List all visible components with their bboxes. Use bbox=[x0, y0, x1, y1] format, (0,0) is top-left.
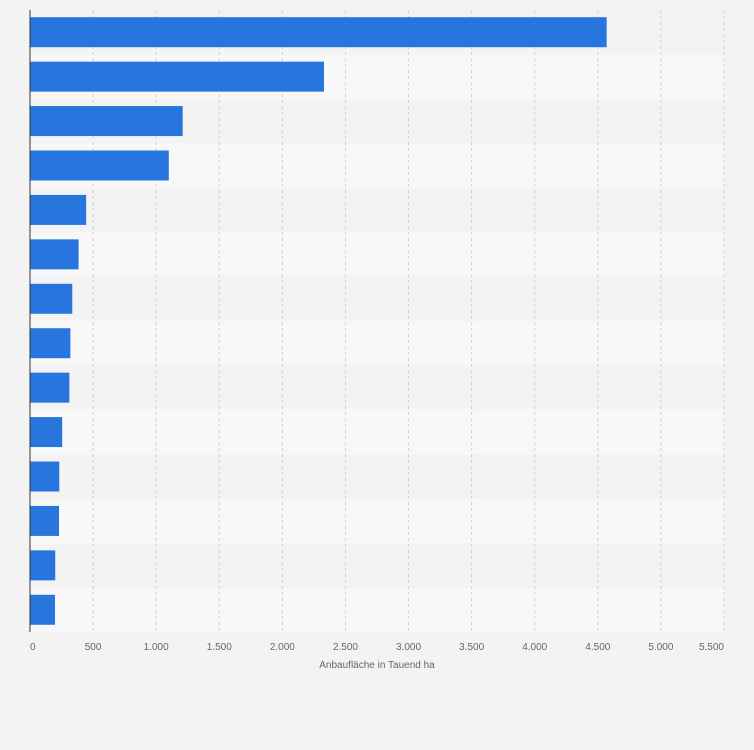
x-tick-label: 4.000 bbox=[522, 642, 547, 653]
x-tick-label: 5.000 bbox=[648, 642, 673, 653]
bar[interactable] bbox=[30, 372, 70, 403]
row-band bbox=[30, 365, 724, 410]
x-tick-labels: 0 500 1.000 1.500 2.000 2.500 3.000 3.500 4.000 4… bbox=[30, 642, 724, 653]
x-axis-title: Anbaufläche in Tauend ha bbox=[319, 660, 435, 671]
row-band bbox=[30, 543, 724, 588]
row-bands bbox=[30, 10, 724, 632]
bar[interactable] bbox=[30, 461, 60, 492]
row-band bbox=[30, 454, 724, 499]
bar[interactable] bbox=[30, 61, 325, 92]
x-tick-label: 4.500 bbox=[585, 642, 610, 653]
bar[interactable] bbox=[30, 194, 87, 225]
bar[interactable] bbox=[30, 150, 169, 181]
x-tick-label: 5.500 bbox=[699, 642, 724, 653]
row-band bbox=[30, 187, 724, 233]
bar[interactable] bbox=[30, 17, 607, 48]
row-band bbox=[30, 232, 724, 277]
x-tick-label: 2.500 bbox=[333, 642, 358, 653]
row-band bbox=[30, 498, 724, 544]
x-tick-label: 1.500 bbox=[207, 642, 232, 653]
row-band bbox=[30, 587, 724, 632]
x-tick-label: 500 bbox=[85, 642, 102, 653]
bar[interactable] bbox=[30, 594, 55, 625]
bar[interactable] bbox=[30, 417, 63, 448]
row-band bbox=[30, 321, 724, 366]
x-tick-label: 0 bbox=[30, 642, 36, 653]
bar[interactable] bbox=[30, 550, 56, 581]
bar[interactable] bbox=[30, 505, 60, 536]
bar[interactable] bbox=[30, 239, 79, 270]
x-tick-label: 3.000 bbox=[396, 642, 421, 653]
x-tick-label: 1.000 bbox=[144, 642, 169, 653]
bar[interactable] bbox=[30, 283, 73, 314]
row-band bbox=[30, 276, 724, 321]
bars bbox=[30, 17, 607, 625]
bar[interactable] bbox=[30, 106, 183, 137]
bar[interactable] bbox=[30, 328, 71, 359]
x-tick-label: 3.500 bbox=[459, 642, 484, 653]
row-band bbox=[30, 409, 724, 455]
x-tick-label: 2.000 bbox=[270, 642, 295, 653]
